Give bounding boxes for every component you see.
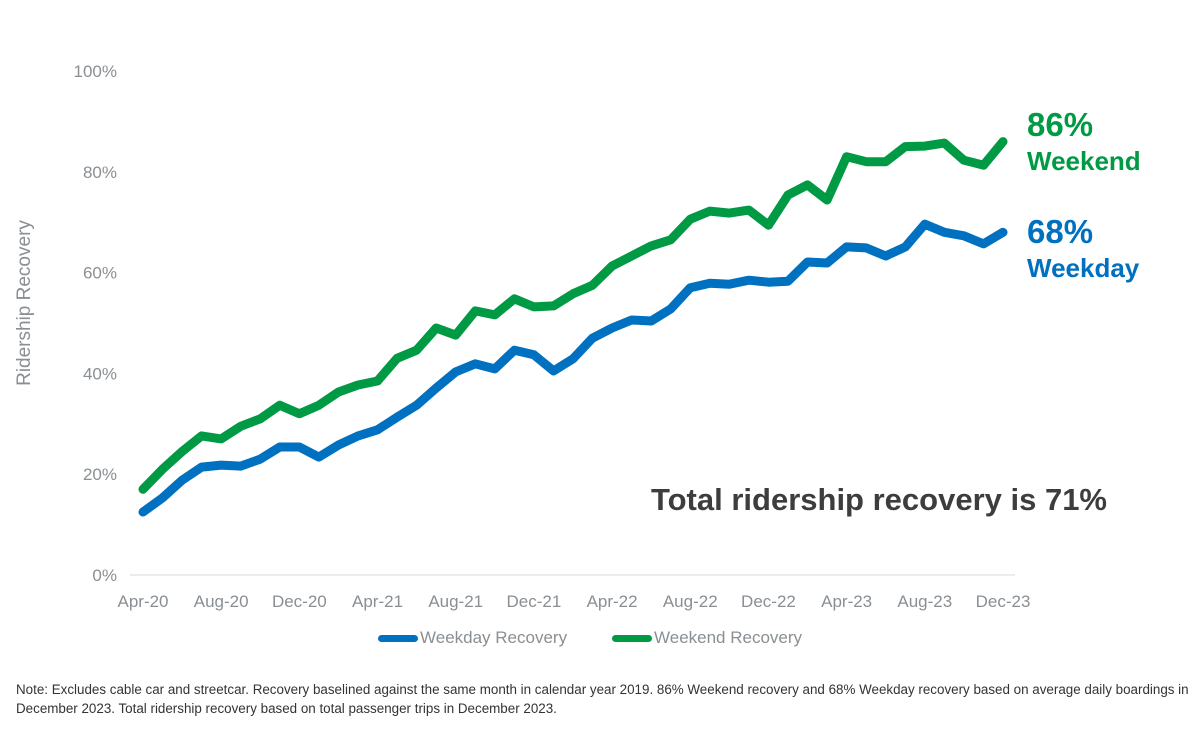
y-tick-label: 100% — [74, 62, 117, 81]
x-tick-label: Apr-21 — [352, 592, 403, 611]
weekday-legend-label: Weekday Recovery — [420, 628, 568, 647]
legend-weekend: Weekend Recovery — [612, 628, 802, 648]
x-tick-label: Apr-23 — [821, 592, 872, 611]
weekday-label-annotation: Weekday — [1027, 253, 1140, 283]
y-axis-label: Ridership Recovery — [14, 220, 35, 386]
x-tick-label: Dec-22 — [741, 592, 796, 611]
total-recovery-annotation: Total ridership recovery is 71% — [651, 482, 1107, 517]
weekend-value-annotation: 86% — [1027, 106, 1093, 143]
x-tick-label: Aug-20 — [194, 592, 249, 611]
weekend-legend-label: Weekend Recovery — [654, 628, 803, 647]
weekend-legend-swatch — [612, 634, 652, 642]
y-tick-label: 0% — [92, 566, 117, 585]
weekday-recovery-line — [138, 219, 1008, 517]
footnote: Note: Excludes cable car and streetcar. … — [16, 682, 1189, 716]
x-tick-label: Dec-23 — [976, 592, 1031, 611]
y-tick-label: 20% — [83, 465, 117, 484]
x-tick-label: Apr-20 — [117, 592, 168, 611]
weekday-value-annotation: 68% — [1027, 213, 1093, 250]
y-tick-label: 60% — [83, 264, 117, 283]
x-tick-label: Dec-21 — [507, 592, 562, 611]
weekday-legend-swatch — [378, 634, 418, 642]
weekend-recovery-line — [138, 137, 1008, 494]
x-tick-label: Dec-20 — [272, 592, 327, 611]
x-tick-label: Aug-23 — [897, 592, 952, 611]
legend-weekday: Weekday Recovery — [378, 628, 567, 648]
x-tick-label: Apr-22 — [587, 592, 638, 611]
y-tick-label: 80% — [83, 163, 117, 182]
weekend-label-annotation: Weekend — [1027, 146, 1141, 176]
x-tick-label: Aug-22 — [663, 592, 718, 611]
y-tick-label: 40% — [83, 364, 117, 383]
x-tick-label: Aug-21 — [428, 592, 483, 611]
